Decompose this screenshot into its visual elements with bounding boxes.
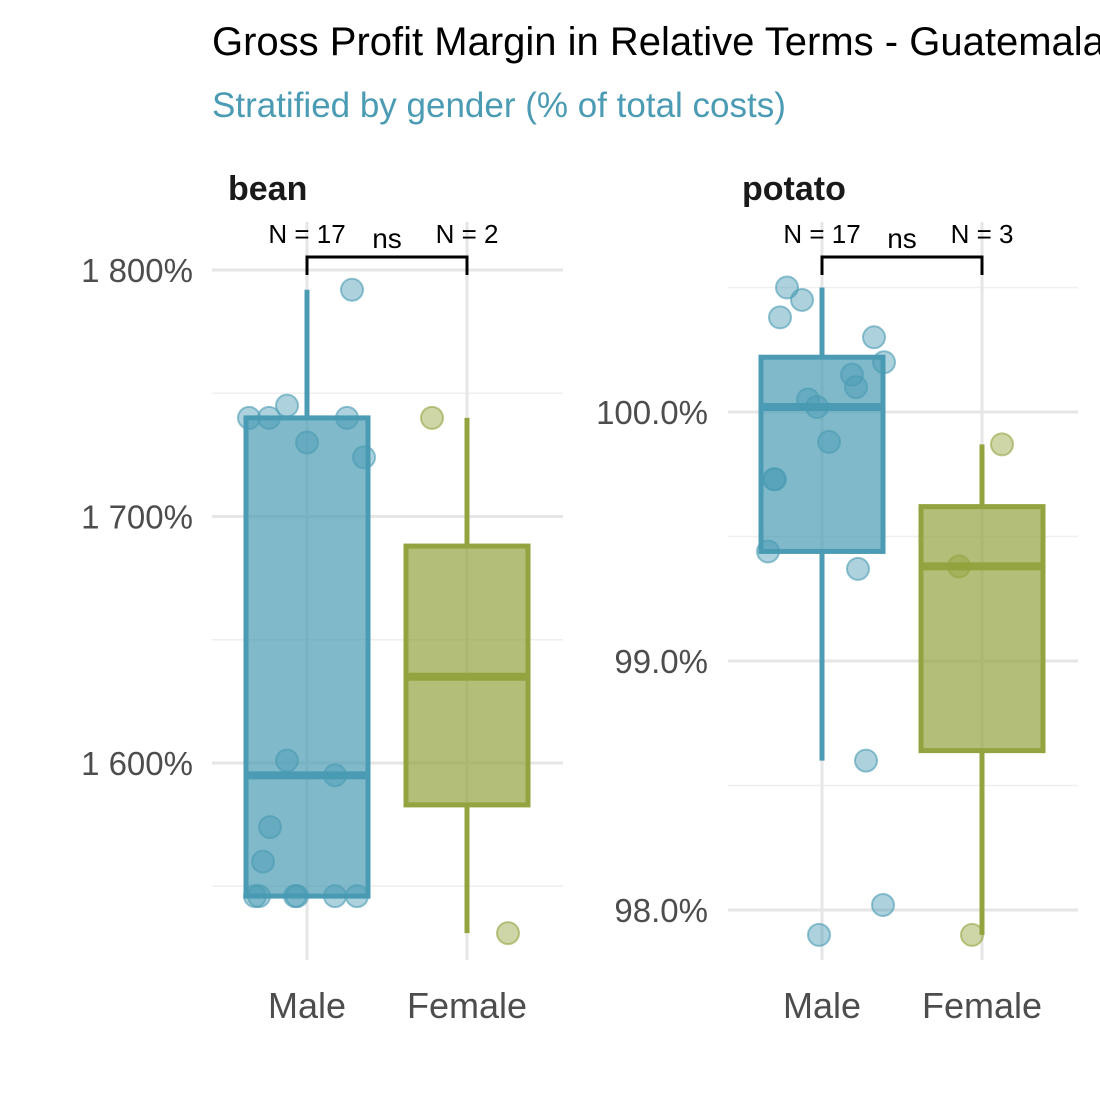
data-point [762,467,786,492]
y-tick-label: 1 600% [81,745,193,782]
x-tick-label: Female [922,985,1042,1026]
data-point [275,393,299,418]
box-female [918,432,1046,947]
data-point [237,405,261,430]
data-point [285,884,309,909]
data-point [807,922,831,947]
box-iqr [918,504,1046,754]
data-point [872,350,896,375]
x-tick-label: Male [783,985,861,1026]
data-point [257,405,281,430]
data-point [796,387,820,412]
data-point [345,884,369,909]
box-female [403,405,531,946]
data-point [790,287,814,312]
data-point [960,922,984,947]
chart-subtitle: Stratified by gender (% of total costs) [212,86,786,125]
y-tick-label: 1 800% [81,252,193,289]
data-point [990,432,1014,457]
data-point [275,748,299,773]
chart-title: Gross Profit Margin in Relative Terms - … [212,20,1100,64]
facet-potato: potato 98.0% 99.0% 100.0% Male N = 17 Female N … [596,170,1078,1026]
data-point [335,405,359,430]
y-tick-label: 1 700% [81,499,193,536]
facet-title-potato: potato [742,170,846,208]
n-label: N = 17 [268,219,345,249]
y-tick-label: 98.0% [614,892,708,929]
data-point [817,429,841,454]
facet-title-bean: bean [228,170,307,208]
n-label: N = 17 [783,219,860,249]
data-point [854,748,878,773]
data-point [247,884,271,909]
data-point [420,405,444,430]
data-point [295,430,319,455]
data-point [352,445,376,470]
x-tick-label: Male [268,985,346,1026]
data-point [340,277,364,302]
data-point [844,375,868,400]
data-point [323,884,347,909]
data-point [871,893,895,918]
y-tick-label: 99.0% [614,643,708,680]
significance-bracket [820,255,984,275]
significance-label: ns [887,223,917,254]
significance-label: ns [372,223,402,254]
x-tick-label: Female [407,985,527,1026]
data-point [323,763,347,788]
box-male [237,277,376,909]
n-label: N = 3 [951,219,1014,249]
data-point [251,849,275,874]
data-point [496,921,520,946]
significance-bracket [305,255,469,275]
data-point [846,556,870,581]
data-point [862,325,886,350]
facets-group: bean 1 600% 1 700% 1 800% Male N = 17 Female N … [81,170,1078,1026]
box-male [756,275,896,947]
y-tick-label: 100.0% [596,394,708,431]
data-point [947,554,971,579]
box-iqr [758,354,886,554]
facet-bean: bean 1 600% 1 700% 1 800% Male N = 17 Female N … [81,170,563,1026]
n-label: N = 2 [436,219,499,249]
data-point [768,305,792,330]
data-point [258,815,282,840]
data-point [756,539,780,564]
